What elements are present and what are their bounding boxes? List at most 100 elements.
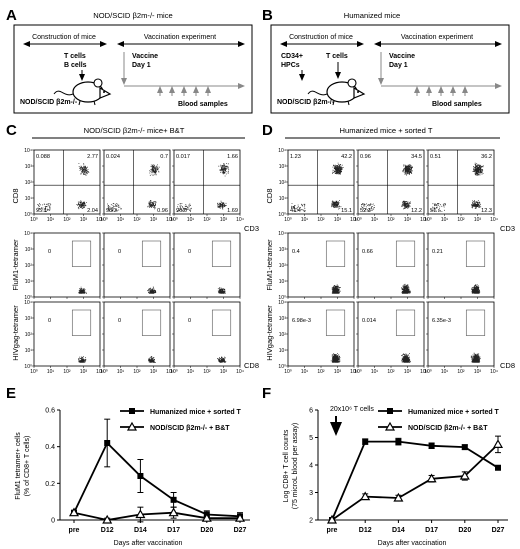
quadrant-ul: 0.96: [360, 154, 371, 160]
x-tick-label: 10²: [133, 369, 141, 375]
tcells-label-b: T cells: [326, 53, 348, 60]
x-tick-label: pre: [327, 527, 338, 534]
x-tick-label: 10³: [150, 369, 158, 375]
quadrant-lr: 2.04: [87, 208, 98, 214]
x-tick-label: 10⁰: [424, 217, 432, 223]
x-tick-label: D12: [359, 527, 372, 534]
x-tick-label: D17: [167, 527, 180, 534]
y-tick-label: 10⁰: [24, 295, 32, 301]
f-legend-1: Humanized mice + sorted T: [408, 409, 500, 416]
x-tick-label: 10²: [457, 217, 465, 223]
x-tick-label: 10⁴: [420, 369, 428, 375]
panelC-plot-r2-c0: 10⁰ 10¹ 10² 10³ 10⁴ 10⁰ 10¹ 10² 10³ 10⁴ 0: [24, 300, 104, 375]
e-ylabel-2: (% of CD8+ T cells): [24, 436, 31, 497]
square-marker: [428, 442, 435, 449]
x-tick-label: 10³: [474, 369, 482, 375]
tetramer-gate: [71, 240, 92, 267]
triangle-marker: [326, 514, 338, 524]
panelD-plot-r1-c0: 10⁰ 10¹ 10² 10³ 10⁴ 0.4: [278, 231, 355, 301]
y-tick-label: 10²: [25, 263, 33, 269]
f-marks: 2 3 4 5 6 pre D12 D14 D17 D20 D27: [309, 408, 504, 535]
plot-frame: [103, 301, 171, 367]
x-tick-label: 10³: [404, 217, 412, 223]
y-tick-label: 10¹: [279, 279, 287, 285]
event-dots: [147, 286, 157, 294]
y-tick-label: 10³: [25, 164, 33, 170]
f-ylabel-1: Log CD8+ T cell counts: [283, 429, 290, 502]
square-marker: [104, 440, 111, 446]
y-tick-label: 10⁰: [278, 212, 286, 218]
panel-c-title: NOD/SCID β2m-/- mice+ B&T: [84, 126, 185, 135]
x-tick-label: 10⁰: [170, 369, 178, 375]
x-tick-label: 10²: [387, 369, 395, 375]
y-tick-label: 10⁴: [24, 148, 32, 154]
plot-frame: [427, 301, 495, 367]
x-tick-label: 10³: [404, 369, 412, 375]
event-dots: [107, 164, 160, 212]
tetramer-gate: [141, 240, 162, 267]
x-tick-label: 10⁴: [96, 217, 104, 223]
x-tick-label: 10³: [220, 217, 228, 223]
y-tick-label: 6: [309, 408, 313, 415]
hpcs-label: HPCs: [281, 62, 300, 69]
plot-frame: [103, 232, 171, 298]
tetramer-frequency: 0: [188, 249, 191, 255]
quadrant-lr: 1.69: [227, 208, 238, 214]
x-tick-label: 10⁴: [236, 217, 244, 223]
e-legend-2: NOD/SCID β2m-/- + B&T: [150, 425, 230, 432]
event-dots: [217, 356, 227, 363]
quadrant-ul: 1.23: [290, 154, 301, 160]
plot-frame: [173, 301, 241, 367]
panelD-plot-r0-c1: 10⁰ 10¹ 10² 10³ 10⁴ 0.96 34.5 52.3 12.2: [354, 149, 428, 223]
x-tick-label: 10¹: [301, 369, 309, 375]
vaccination-label-b: Vaccination experiment: [401, 34, 473, 41]
quadrant-ul: 0.51: [430, 154, 441, 160]
panelC-plot-r1-c0: 10⁰ 10¹ 10² 10³ 10⁴ 0: [24, 231, 101, 301]
tetramer-gate: [211, 309, 232, 336]
plot-frame: [287, 232, 355, 298]
vaccine-label-b-2: Day 1: [389, 62, 408, 69]
x-tick-label: 10³: [220, 369, 228, 375]
e-ylabel-1: FluM1 tetramer+ cells: [15, 432, 22, 500]
event-dots: [401, 283, 411, 294]
panelC-plot-r0-c2: 10⁰ 10¹ 10² 10³ 10⁴ 0.017 1.66 96.6 1.69: [170, 149, 244, 223]
cells-label-1: T cells: [64, 53, 86, 60]
x-tick-label: 10⁴: [166, 217, 174, 223]
panelD-plot-r2-c1: 10⁰ 10¹ 10² 10³ 10⁴ 0.014: [354, 301, 428, 375]
vaccination-label: Vaccination experiment: [144, 34, 216, 41]
tetramer-frequency: 0: [118, 318, 121, 324]
panel-f-chart: Log CD8+ T cell counts (75 microL blood …: [283, 406, 508, 547]
x-tick-label: 10³: [150, 217, 158, 223]
square-marker: [495, 464, 501, 471]
x-tick-label: 10⁴: [236, 369, 244, 375]
x-tick-label: 10⁴: [350, 369, 358, 375]
cells-label-2: B cells: [64, 62, 87, 69]
panel-f-letter: F: [262, 385, 271, 402]
vaccine-label-2: Day 1: [132, 62, 151, 69]
square-marker: [170, 496, 177, 503]
blood-arrows: [157, 86, 211, 96]
c-row-label-flu: FluM1-tetramer: [11, 239, 20, 291]
event-dots: [470, 352, 481, 363]
x-tick-label: 10⁰: [284, 217, 292, 223]
quadrant-ur: 0.7: [160, 154, 168, 160]
y-tick-label: 10¹: [279, 196, 287, 202]
series-line-0: [73, 441, 241, 518]
panelD-plot-r1-c2: 0.21: [426, 232, 495, 299]
y-tick-label: 2: [309, 518, 313, 525]
series-line-1: [73, 511, 240, 521]
host-label-b: NOD/SCID β2m-/-: [277, 99, 335, 106]
c-row-label-cd8: CD8: [11, 188, 20, 203]
f-xlabel: Days after vaccination: [378, 540, 447, 547]
blood-samples-label-b: Blood samples: [432, 101, 482, 108]
tetramer-frequency: 0: [118, 249, 121, 255]
panelC-plot-r1-c2: 0: [172, 232, 241, 299]
y-tick-label: 10²: [25, 332, 33, 338]
y-tick-label: 10⁴: [278, 231, 286, 237]
y-tick-label: 10⁰: [24, 212, 32, 218]
panel-d-letter: D: [262, 122, 273, 139]
construction-label-b: Construction of mice: [289, 34, 353, 41]
blood-arrows-b: [414, 86, 468, 96]
